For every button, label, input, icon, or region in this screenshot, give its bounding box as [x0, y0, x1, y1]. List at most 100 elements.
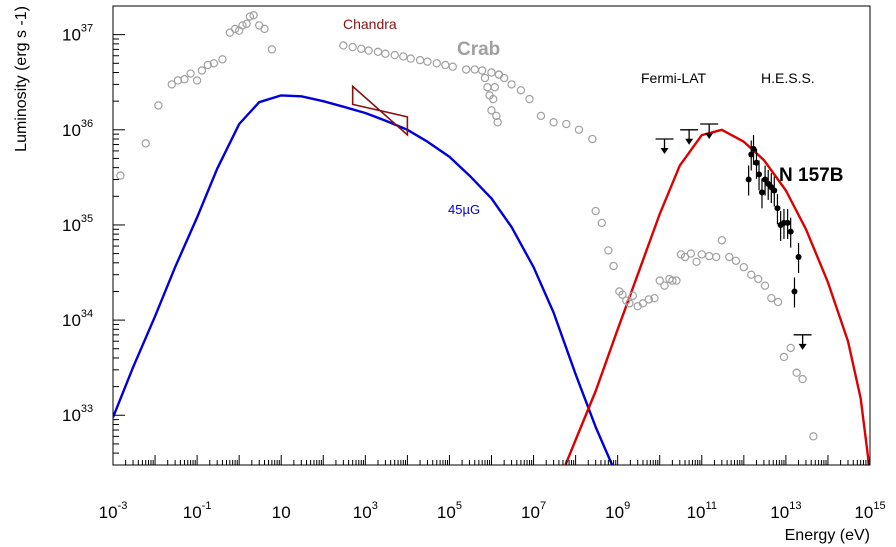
- hess-data-point: [750, 145, 757, 152]
- y-axis-title: Luminosity (erg s -1): [13, 6, 30, 152]
- hess-data-point: [745, 176, 752, 183]
- crab-data-point: [260, 24, 269, 34]
- crab-data-point: [773, 297, 783, 307]
- crab-data-point: [604, 246, 613, 255]
- crab-data-point: [490, 83, 500, 92]
- hess-data-point: [762, 176, 769, 183]
- crab-data-point: [536, 111, 546, 121]
- hess-data-point: [758, 189, 765, 196]
- crab-data-point: [591, 206, 600, 216]
- annotation-fermi: Fermi-LAT: [641, 70, 707, 86]
- crab-data-point: [245, 12, 255, 21]
- crab-data-point: [406, 54, 415, 63]
- x-tick-label: 103: [353, 500, 378, 522]
- crab-data-point: [767, 293, 776, 303]
- model-curves: [113, 94, 870, 465]
- crab-data-point: [731, 256, 741, 265]
- x-tick-label: 10: [272, 503, 291, 522]
- crab-data-point: [525, 94, 534, 104]
- crab-data-point: [516, 86, 526, 95]
- crab-data-point: [357, 44, 366, 53]
- crab-data-point: [644, 295, 654, 304]
- crab-data-point: [574, 125, 584, 134]
- upper-limit-arrow: [798, 343, 807, 350]
- crab-data-point: [668, 276, 677, 285]
- hess-data-point: [787, 228, 794, 235]
- crab-data-point: [686, 249, 696, 258]
- crab-data-point: [711, 252, 721, 262]
- hess-data-point: [753, 159, 760, 166]
- crab-data-point: [390, 50, 399, 60]
- y-tick-label: 1035: [62, 213, 93, 235]
- crab-data-point: [650, 293, 659, 303]
- crab-data-point: [448, 62, 457, 71]
- crab-data-point: [461, 65, 471, 74]
- x-tick-label: 1013: [770, 500, 801, 522]
- x-tick-label: 10-1: [183, 500, 212, 522]
- hess-data-point: [771, 187, 778, 194]
- data-points: [116, 11, 818, 441]
- crab-data-point: [507, 80, 516, 89]
- crab-data-point: [218, 55, 227, 64]
- crab-data-point: [399, 52, 408, 61]
- crab-data-point: [242, 19, 251, 29]
- crab-data-point: [167, 80, 176, 89]
- crab-data-point: [618, 290, 627, 299]
- crab-data-point: [203, 60, 213, 70]
- crab-data-point: [192, 76, 202, 85]
- crab-data-point: [249, 11, 258, 20]
- crab-data-point: [717, 236, 727, 245]
- annotation-crab: Crab: [457, 39, 500, 60]
- crab-data-point: [786, 343, 795, 353]
- crab-data-point: [489, 94, 498, 104]
- upper-limit-arrow: [685, 138, 694, 145]
- crab-data-point: [597, 218, 607, 228]
- crab-data-point: [348, 42, 357, 52]
- upper-limit-arrow: [705, 133, 714, 140]
- crab-data-point: [154, 101, 163, 110]
- hess-data-point: [784, 219, 791, 226]
- y-tick-label: 1033: [62, 403, 93, 425]
- crab-data-point: [480, 73, 490, 83]
- x-tick-label: 109: [605, 500, 630, 522]
- annotation-bfield: 45µG: [448, 202, 480, 217]
- crab-data-point: [754, 274, 763, 284]
- crab-data-point: [760, 281, 770, 290]
- crab-data-point: [477, 66, 487, 75]
- crab-data-point: [267, 45, 277, 54]
- ic-model-curve: [564, 128, 870, 465]
- crab-data-point: [493, 118, 502, 127]
- crab-data-point: [747, 270, 756, 279]
- crab-data-point: [339, 41, 348, 50]
- crab-data-point: [492, 111, 501, 121]
- crab-data-point: [238, 21, 247, 30]
- x-tick-label: 1015: [854, 500, 885, 522]
- crab-data-point: [381, 49, 390, 58]
- crab-data-point: [672, 276, 681, 285]
- crab-data-point: [628, 291, 638, 301]
- crab-data-point: [487, 68, 496, 77]
- crab-data-point: [423, 57, 432, 66]
- crab-data-point: [655, 276, 664, 285]
- annotation-source: N 157B: [779, 165, 843, 186]
- crab-data-point: [692, 257, 701, 266]
- crab-data-point: [660, 281, 669, 290]
- crab-data-point: [725, 252, 734, 262]
- synchrotron-model-curve: [113, 94, 614, 465]
- plot-frame: [112, 5, 871, 466]
- crab-data-point: [792, 368, 801, 377]
- crab-data-point: [739, 262, 749, 272]
- crab-data-point: [562, 119, 571, 129]
- upper-limit-arrow: [660, 148, 669, 155]
- x-tick-label: 10-3: [99, 500, 128, 522]
- x-axis-title: Energy (eV): [785, 527, 870, 544]
- crab-data-point: [588, 134, 597, 144]
- crab-data-point: [116, 171, 125, 180]
- crab-data-point: [209, 59, 219, 68]
- crab-data-point: [364, 46, 373, 55]
- hess-data-point: [791, 288, 798, 295]
- crab-data-point: [197, 66, 207, 75]
- hess-data-point: [756, 171, 763, 178]
- crab-data-point: [180, 75, 189, 84]
